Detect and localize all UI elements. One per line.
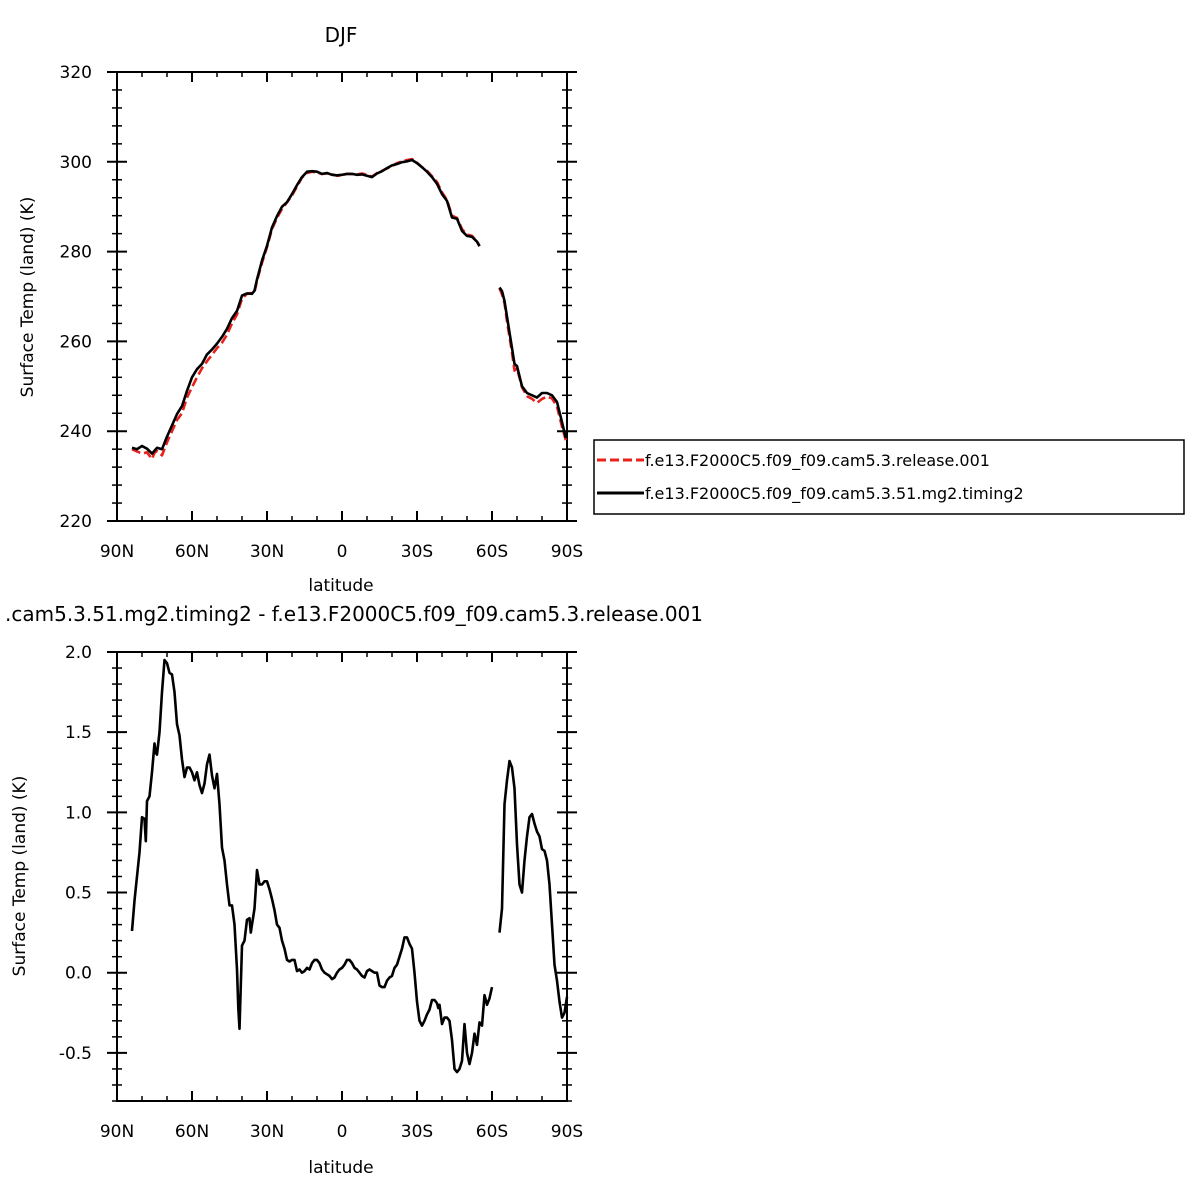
top-x-tick-label: 30S	[401, 542, 433, 562]
top-x-tick-label: 90N	[100, 542, 134, 562]
bottom-x-tick-label: 90S	[551, 1122, 583, 1142]
top-x-tick-label: 60N	[175, 542, 209, 562]
top-series-0-line	[498, 287, 568, 441]
top-series-1-line	[498, 286, 568, 439]
bottom-chart: .cam5.3.51.mg2.timing2 - f.e13.F2000C5.f…	[5, 602, 703, 1178]
top-y-tick-label: 260	[60, 332, 92, 352]
top-x-tick-label: 90S	[551, 542, 583, 562]
bottom-plot-frame	[116, 651, 568, 1102]
bottom-series-0-line	[130, 658, 494, 1074]
bottom-x-tick-label: 0	[337, 1122, 348, 1142]
top-series-1-line	[131, 158, 481, 455]
legend-label-release: f.e13.F2000C5.f09_f09.cam5.3.release.001	[645, 451, 990, 471]
bottom-y-tick-label: 0.5	[65, 884, 92, 904]
top-y-axis-title: Surface Temp (land) (K)	[18, 197, 38, 398]
top-chart-title: DJF	[325, 23, 358, 47]
bottom-x-axis-title: latitude	[308, 1158, 373, 1178]
top-x-axis-title: latitude	[308, 576, 373, 596]
bottom-y-tick-label: 2.0	[65, 643, 92, 663]
top-y-tick-label: 240	[60, 422, 92, 442]
bottom-y-tick-label: 1.0	[65, 803, 92, 823]
top-x-tick-label: 30N	[250, 542, 284, 562]
top-x-tick-label: 60S	[476, 542, 508, 562]
legend: f.e13.F2000C5.f09_f09.cam5.3.release.001…	[593, 439, 1185, 515]
top-y-tick-label: 280	[60, 243, 92, 263]
bottom-y-axis-title: Surface Temp (land) (K)	[10, 776, 30, 977]
top-y-tick-label: 320	[60, 63, 92, 83]
bottom-x-tick-label: 60N	[175, 1122, 209, 1142]
bottom-y-tick-label: 1.5	[65, 723, 92, 743]
top-series-0-line	[131, 157, 481, 461]
bottom-series-0-line	[498, 759, 569, 1019]
bottom-x-tick-label: 60S	[476, 1122, 508, 1142]
top-y-tick-label: 300	[60, 153, 92, 173]
top-y-tick-label: 220	[60, 512, 92, 532]
top-chart: DJF 90N 60N 30N 0 30S 60S 90S 220 240 260 280 300 32…	[18, 23, 583, 596]
bottom-y-tick-label: 0.0	[65, 964, 92, 984]
bottom-x-tick-label: 30S	[401, 1122, 433, 1142]
bottom-y-tick-label: -0.5	[59, 1044, 92, 1064]
top-plot-frame	[116, 71, 568, 522]
bottom-x-tick-label: 90N	[100, 1122, 134, 1142]
legend-box	[593, 439, 1185, 515]
bottom-chart-title: .cam5.3.51.mg2.timing2 - f.e13.F2000C5.f…	[5, 602, 703, 626]
bottom-x-tick-label: 30N	[250, 1122, 284, 1142]
legend-label-timing2: f.e13.F2000C5.f09_f09.cam5.3.51.mg2.timi…	[645, 484, 1024, 504]
top-x-tick-label: 0	[337, 542, 348, 562]
